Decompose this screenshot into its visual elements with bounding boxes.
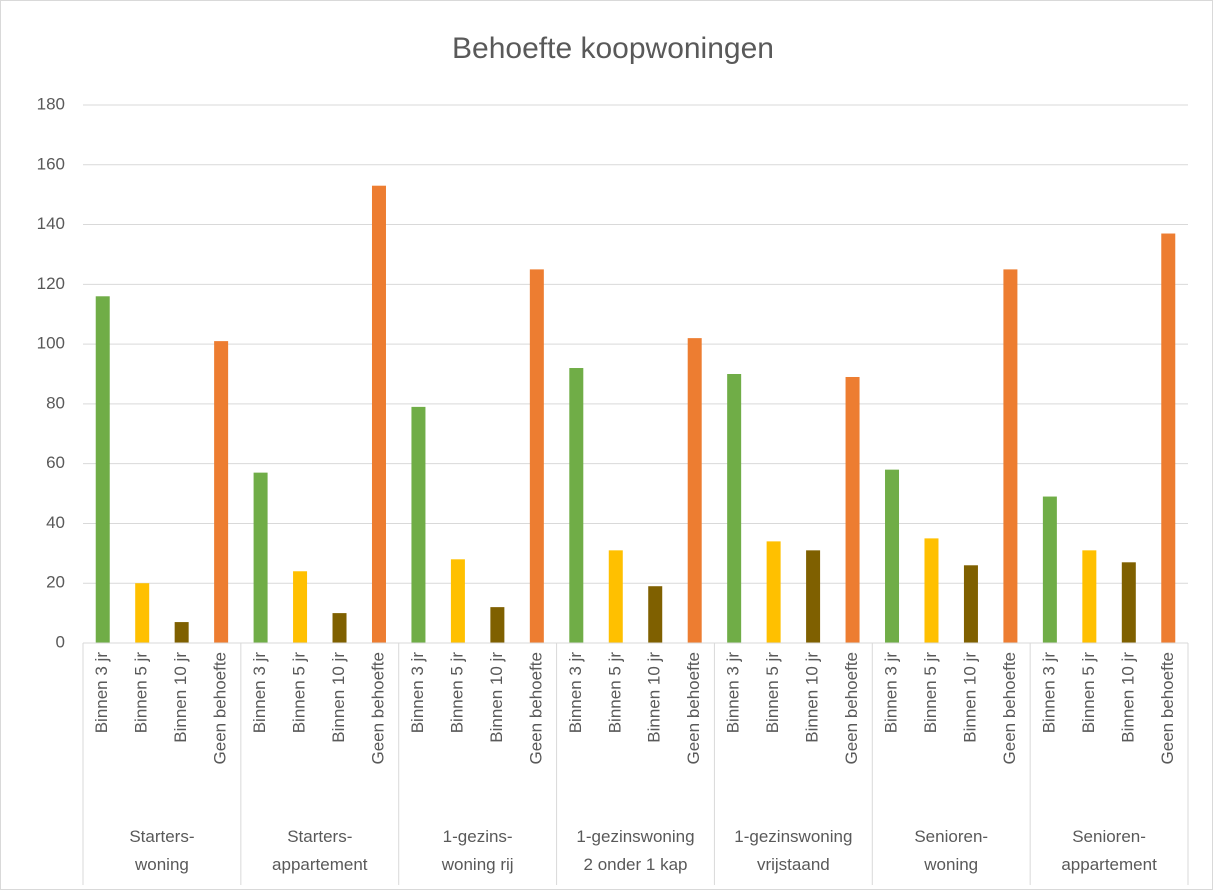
x-tick-label: Geen behoefte <box>526 652 545 764</box>
y-tick-label: 60 <box>46 453 65 472</box>
bar <box>332 613 347 643</box>
x-tick-label: Binnen 10 jr <box>803 652 822 743</box>
x-tick-label: Binnen 5 jr <box>290 652 309 734</box>
x-tick-label: Binnen 10 jr <box>487 652 506 743</box>
x-tick-label: Geen behoefte <box>1000 652 1019 764</box>
bar <box>214 341 229 643</box>
x-tick-label: Geen behoefte <box>842 652 861 764</box>
bar <box>727 374 742 643</box>
group-label: 1-gezinswoning 2 onder 1 kap <box>576 827 694 874</box>
y-tick-label: 180 <box>37 94 65 113</box>
bar <box>963 565 978 643</box>
bar <box>569 368 584 643</box>
x-tick-label: Binnen 3 jr <box>92 652 111 734</box>
bar <box>135 583 150 643</box>
bar <box>293 571 308 643</box>
y-tick-label: 0 <box>56 632 65 651</box>
x-tick-label: Binnen 5 jr <box>1079 652 1098 734</box>
x-tick-label: Binnen 10 jr <box>171 652 190 743</box>
x-tick-label: Binnen 5 jr <box>605 652 624 734</box>
x-tick-label: Binnen 3 jr <box>250 652 269 734</box>
bar <box>608 550 623 643</box>
y-tick-label: 140 <box>37 214 65 233</box>
group-label-line: vrijstaand <box>757 855 830 874</box>
group-label-line: appartement <box>272 855 368 874</box>
bar <box>687 338 702 643</box>
bar <box>885 469 900 643</box>
x-tick-label: Binnen 3 jr <box>408 652 427 734</box>
bar <box>95 296 110 643</box>
group-label-line: Starters- <box>129 827 194 846</box>
x-tick-label: Geen behoefte <box>368 652 387 764</box>
x-tick-label: Binnen 5 jr <box>447 652 466 734</box>
group-label-line: woning <box>134 855 189 874</box>
x-tick-label: Binnen 5 jr <box>921 652 940 734</box>
bar <box>490 607 505 643</box>
group-label: Senioren-woning <box>914 827 988 874</box>
x-tick-label: Binnen 5 jr <box>132 652 151 734</box>
bar <box>253 472 268 643</box>
group-label-line: Senioren- <box>914 827 988 846</box>
x-tick-label: Binnen 3 jr <box>882 652 901 734</box>
y-tick-label: 20 <box>46 573 65 592</box>
x-tick-label: Geen behoefte <box>684 652 703 764</box>
x-tick-label: Geen behoefte <box>1158 652 1177 764</box>
bar <box>450 559 465 643</box>
group-label-line: Starters- <box>287 827 352 846</box>
group-label-line: 1-gezinswoning <box>734 827 852 846</box>
x-tick-label: Binnen 3 jr <box>1039 652 1058 734</box>
bar <box>806 550 821 643</box>
bar <box>1003 269 1018 643</box>
group-label: Starters-appartement <box>272 827 368 874</box>
bar <box>1042 496 1057 643</box>
x-tick-label: Binnen 3 jr <box>566 652 585 734</box>
group-label-line: 2 onder 1 kap <box>584 855 688 874</box>
group-label-line: woning <box>923 855 978 874</box>
bar <box>411 406 426 643</box>
group-label: 1-gezinswoning vrijstaand <box>734 827 852 874</box>
group-label: 1-gezins-woning rij <box>441 827 514 874</box>
bar <box>371 185 386 643</box>
group-label-line: appartement <box>1061 855 1157 874</box>
x-tick-label: Binnen 5 jr <box>763 652 782 734</box>
bar <box>174 622 189 643</box>
x-tick-label: Binnen 10 jr <box>960 652 979 743</box>
bar <box>648 586 663 643</box>
x-tick-label: Binnen 10 jr <box>329 652 348 743</box>
group-label: Starters-woning <box>129 827 194 874</box>
group-label: Senioren-appartement <box>1061 827 1157 874</box>
bar <box>924 538 939 643</box>
x-tick-label: Binnen 10 jr <box>1118 652 1137 743</box>
y-tick-label: 80 <box>46 393 65 412</box>
group-label-line: woning rij <box>441 855 514 874</box>
y-tick-label: 120 <box>37 274 65 293</box>
y-tick-label: 100 <box>37 334 65 353</box>
y-tick-label: 40 <box>46 513 65 532</box>
y-tick-label: 160 <box>37 154 65 173</box>
group-label-line: 1-gezins- <box>443 827 513 846</box>
chart-title: Behoefte koopwoningen <box>452 32 774 65</box>
bar <box>1082 550 1097 643</box>
group-label-line: 1-gezinswoning <box>576 827 694 846</box>
x-tick-label: Geen behoefte <box>211 652 230 764</box>
group-label-line: Senioren- <box>1072 827 1146 846</box>
x-tick-label: Binnen 3 jr <box>724 652 743 734</box>
bar <box>1121 562 1136 643</box>
bar <box>766 541 781 643</box>
x-tick-label: Binnen 10 jr <box>645 652 664 743</box>
bar <box>1161 233 1176 643</box>
bar <box>529 269 544 643</box>
bar <box>845 376 860 643</box>
